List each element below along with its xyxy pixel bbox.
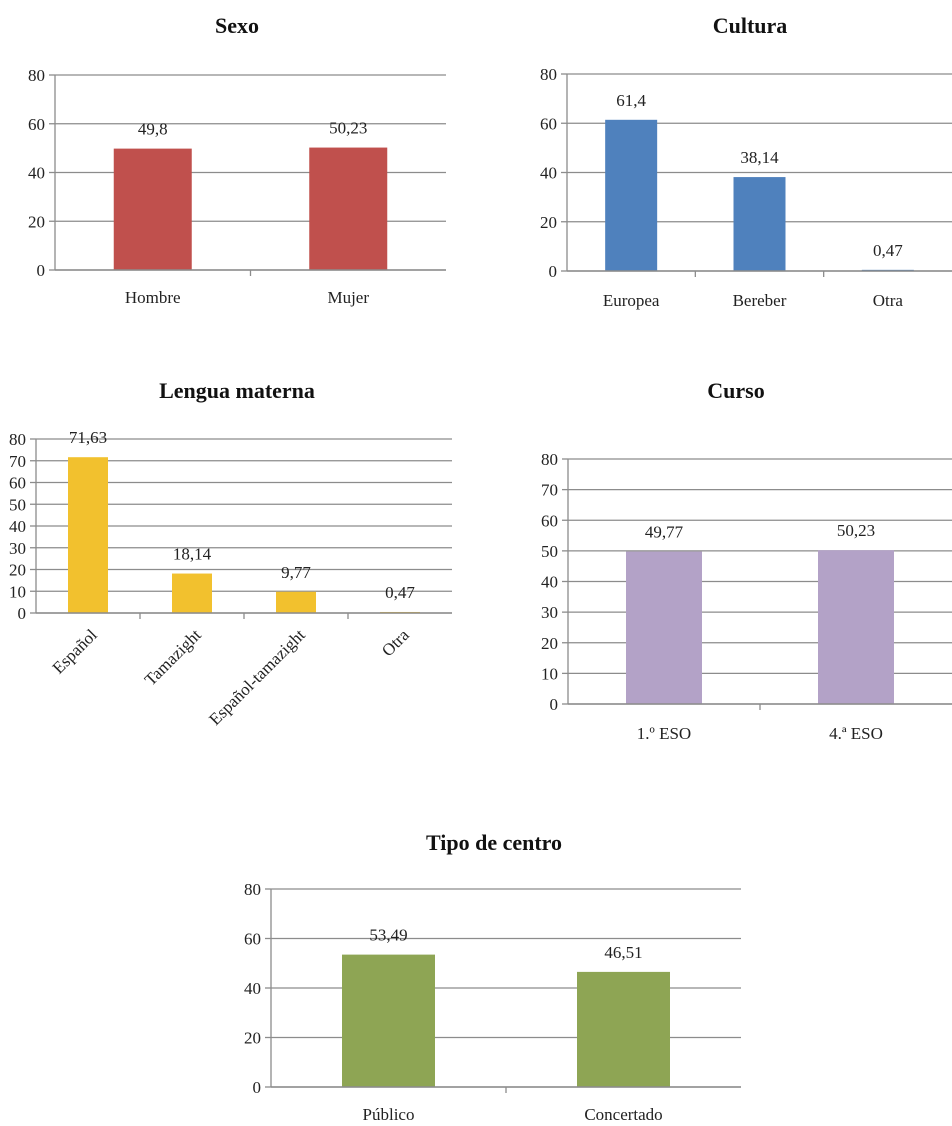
y-tick-label: 20 (540, 213, 557, 232)
x-tick-label: Hombre (125, 288, 181, 307)
x-tick-label: Bereber (733, 291, 787, 310)
bar-europea (605, 119, 658, 272)
data-label: 49,77 (645, 523, 684, 542)
bar-concertado (577, 971, 670, 1087)
chart-lengua: Lengua materna 0 10 20 30 40 50 60 70 80 71,63 Espa… (9, 378, 452, 729)
chart-title: Curso (707, 378, 764, 403)
y-tick-label: 20 (9, 561, 26, 580)
data-label: 53,49 (369, 926, 407, 945)
data-label: 50,23 (837, 521, 875, 540)
chart-sexo: Sexo 0 20 40 60 80 49,8 Hombre 50,23 Mujer (28, 13, 446, 307)
y-tick-label: 40 (244, 979, 261, 998)
data-label: 18,14 (173, 545, 212, 564)
x-tick-label: Tamazight (141, 625, 205, 689)
chart-title: Tipo de centro (426, 830, 562, 855)
x-tick-label: Español (49, 625, 101, 677)
bar-tamazight (172, 573, 212, 613)
y-tick-label: 80 (28, 66, 45, 85)
y-tick-label: 40 (541, 573, 558, 592)
x-tick-label: Público (363, 1105, 415, 1124)
chart-curso: Curso 0 10 20 30 40 50 60 70 80 49,77 1.º ESO 50,23 4… (541, 378, 952, 743)
x-tick-label: 1.º ESO (637, 724, 691, 743)
bar-4-eso (818, 550, 894, 704)
y-tick-label: 30 (9, 539, 26, 558)
y-tick-label: 80 (541, 450, 558, 469)
data-label: 0,47 (873, 241, 903, 260)
y-tick-label: 20 (28, 212, 45, 231)
data-label: 46,51 (604, 943, 642, 962)
y-tick-label: 0 (550, 695, 559, 714)
x-tick-label: Europea (603, 291, 660, 310)
y-tick-label: 40 (28, 164, 45, 183)
chart-title: Lengua materna (159, 378, 315, 403)
y-tick-label: 70 (9, 452, 26, 471)
data-label: 61,4 (616, 91, 646, 110)
y-tick-label: 80 (9, 430, 26, 449)
bar-espanol (68, 457, 108, 613)
data-label: 9,77 (281, 563, 311, 582)
chart-cultura: Cultura 0 20 40 60 80 61,4 Europea 38,14 Bereber 0… (540, 13, 952, 310)
y-tick-label: 60 (9, 474, 26, 493)
y-tick-label: 0 (253, 1078, 262, 1097)
y-tick-label: 60 (541, 511, 558, 530)
y-tick-label: 0 (549, 262, 558, 281)
y-tick-label: 10 (541, 664, 558, 683)
y-tick-label: 60 (28, 115, 45, 134)
bar-bereber (733, 177, 786, 271)
y-tick-label: 70 (541, 481, 558, 500)
bar-espanol-tamazight (276, 591, 316, 613)
y-tick-label: 10 (9, 582, 26, 601)
x-tick-label: Otra (873, 291, 904, 310)
bar-mujer (309, 147, 388, 270)
data-label: 50,23 (329, 119, 367, 138)
chart-title: Sexo (215, 13, 259, 38)
data-label: 71,63 (69, 428, 107, 447)
y-tick-label: 30 (541, 603, 558, 622)
y-tick-label: 40 (540, 164, 557, 183)
bar-hombre (113, 148, 192, 270)
y-tick-label: 60 (244, 930, 261, 949)
y-tick-label: 20 (541, 634, 558, 653)
y-tick-label: 60 (540, 114, 557, 133)
data-label: 49,8 (138, 120, 168, 139)
y-tick-label: 50 (9, 495, 26, 514)
chart-centro: Tipo de centro 0 20 40 60 80 53,49 Público 46,51… (244, 830, 741, 1124)
x-tick-label: Otra (378, 625, 413, 660)
y-tick-label: 0 (37, 261, 46, 280)
bar-publico (342, 954, 435, 1087)
y-tick-label: 80 (244, 880, 261, 899)
chart-title: Cultura (713, 13, 788, 38)
y-tick-label: 20 (244, 1029, 261, 1048)
x-tick-label: 4.ª ESO (829, 724, 883, 743)
y-tick-label: 40 (9, 517, 26, 536)
y-tick-label: 0 (18, 604, 27, 623)
data-label: 0,47 (385, 583, 415, 602)
y-tick-label: 80 (540, 65, 557, 84)
x-tick-label: Español-tamazight (205, 625, 309, 729)
data-label: 38,14 (740, 148, 779, 167)
x-tick-label: Concertado (584, 1105, 662, 1124)
y-tick-label: 50 (541, 542, 558, 561)
bar-1-eso (626, 551, 702, 704)
x-tick-label: Mujer (327, 288, 369, 307)
